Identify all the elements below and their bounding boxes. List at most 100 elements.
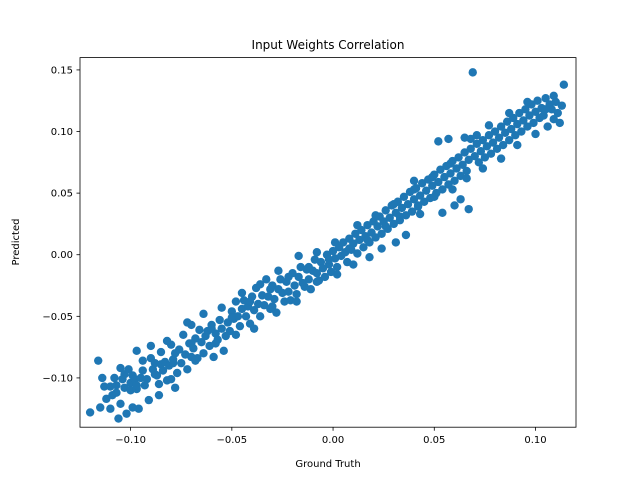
data-point (456, 195, 465, 204)
data-point (328, 246, 338, 256)
x-tick-label: 0.05 (423, 435, 445, 446)
data-point (480, 153, 490, 162)
data-point (175, 345, 184, 354)
data-point (150, 370, 160, 379)
data-point (98, 373, 107, 383)
data-point (197, 337, 206, 347)
data-point (428, 172, 437, 182)
data-point (440, 172, 449, 182)
data-point (504, 135, 514, 145)
data-point (399, 192, 409, 202)
data-point (421, 186, 431, 195)
data-point (249, 324, 259, 333)
data-point (523, 97, 532, 107)
data-point (231, 297, 241, 306)
data-point (237, 288, 247, 298)
data-point (409, 195, 419, 204)
data-point (472, 139, 481, 149)
data-point (217, 324, 226, 333)
data-point (397, 203, 407, 213)
data-point (116, 363, 125, 373)
data-point (154, 379, 164, 389)
data-point (199, 309, 208, 319)
data-point (365, 252, 374, 262)
data-point (102, 394, 111, 404)
y-tick-label: 0.15 (51, 65, 73, 76)
x-tick-label: 0.10 (524, 435, 546, 446)
data-point (515, 108, 524, 118)
data-point (292, 289, 301, 299)
data-point (474, 158, 484, 167)
data-point (114, 414, 123, 423)
data-point (462, 166, 471, 176)
data-point (389, 200, 398, 209)
data-point (260, 301, 269, 310)
data-point (553, 108, 562, 118)
data-point (549, 91, 558, 100)
data-point (448, 185, 457, 194)
data-point (144, 395, 154, 405)
data-point (403, 200, 413, 209)
data-point (559, 80, 569, 89)
data-point (142, 374, 152, 384)
data-point (294, 251, 303, 261)
data-point (146, 341, 156, 351)
data-point (511, 131, 520, 140)
data-point (304, 262, 313, 272)
data-point (349, 260, 358, 269)
data-point (304, 275, 313, 284)
data-point (138, 366, 147, 375)
data-point (450, 176, 459, 185)
data-point (446, 169, 455, 178)
data-point (498, 140, 508, 150)
data-point (541, 94, 550, 103)
data-point (96, 403, 105, 412)
data-point (494, 133, 504, 142)
data-point (338, 238, 348, 247)
data-point (262, 275, 271, 284)
data-point (409, 185, 419, 194)
data-point (128, 403, 137, 412)
data-point (395, 212, 405, 221)
data-point (207, 324, 216, 333)
data-point (363, 235, 372, 245)
data-point (417, 179, 427, 188)
data-point (106, 404, 115, 413)
data-point (482, 142, 492, 151)
data-point (211, 339, 220, 348)
data-point (531, 129, 540, 139)
data-point (312, 277, 322, 287)
data-point (320, 272, 330, 282)
y-tick-label: 0.05 (51, 189, 73, 200)
data-point (409, 176, 419, 185)
data-point (458, 160, 467, 169)
data-point (255, 312, 265, 321)
data-point (187, 339, 196, 348)
data-point (255, 280, 265, 289)
data-point (504, 108, 514, 118)
x-axis-ticks: −0.10 −0.05 0.00 0.05 0.10 (115, 427, 547, 446)
data-point (166, 374, 176, 384)
data-point (500, 128, 510, 137)
data-point (332, 262, 342, 272)
data-point (428, 181, 437, 190)
data-point (345, 244, 354, 253)
data-point (162, 336, 172, 346)
data-point (294, 272, 303, 282)
data-point (355, 235, 364, 245)
data-point (488, 138, 498, 147)
data-point (94, 356, 103, 365)
data-point (496, 154, 506, 163)
data-point (219, 346, 228, 356)
data-point (531, 107, 540, 117)
data-point (318, 264, 328, 273)
data-point (555, 118, 564, 128)
data-point (183, 318, 192, 327)
data-point (381, 222, 390, 231)
data-point (434, 137, 443, 146)
data-point (332, 270, 342, 279)
data-point (492, 144, 502, 153)
data-point (110, 373, 119, 383)
data-point (132, 346, 141, 356)
data-point (438, 208, 447, 218)
